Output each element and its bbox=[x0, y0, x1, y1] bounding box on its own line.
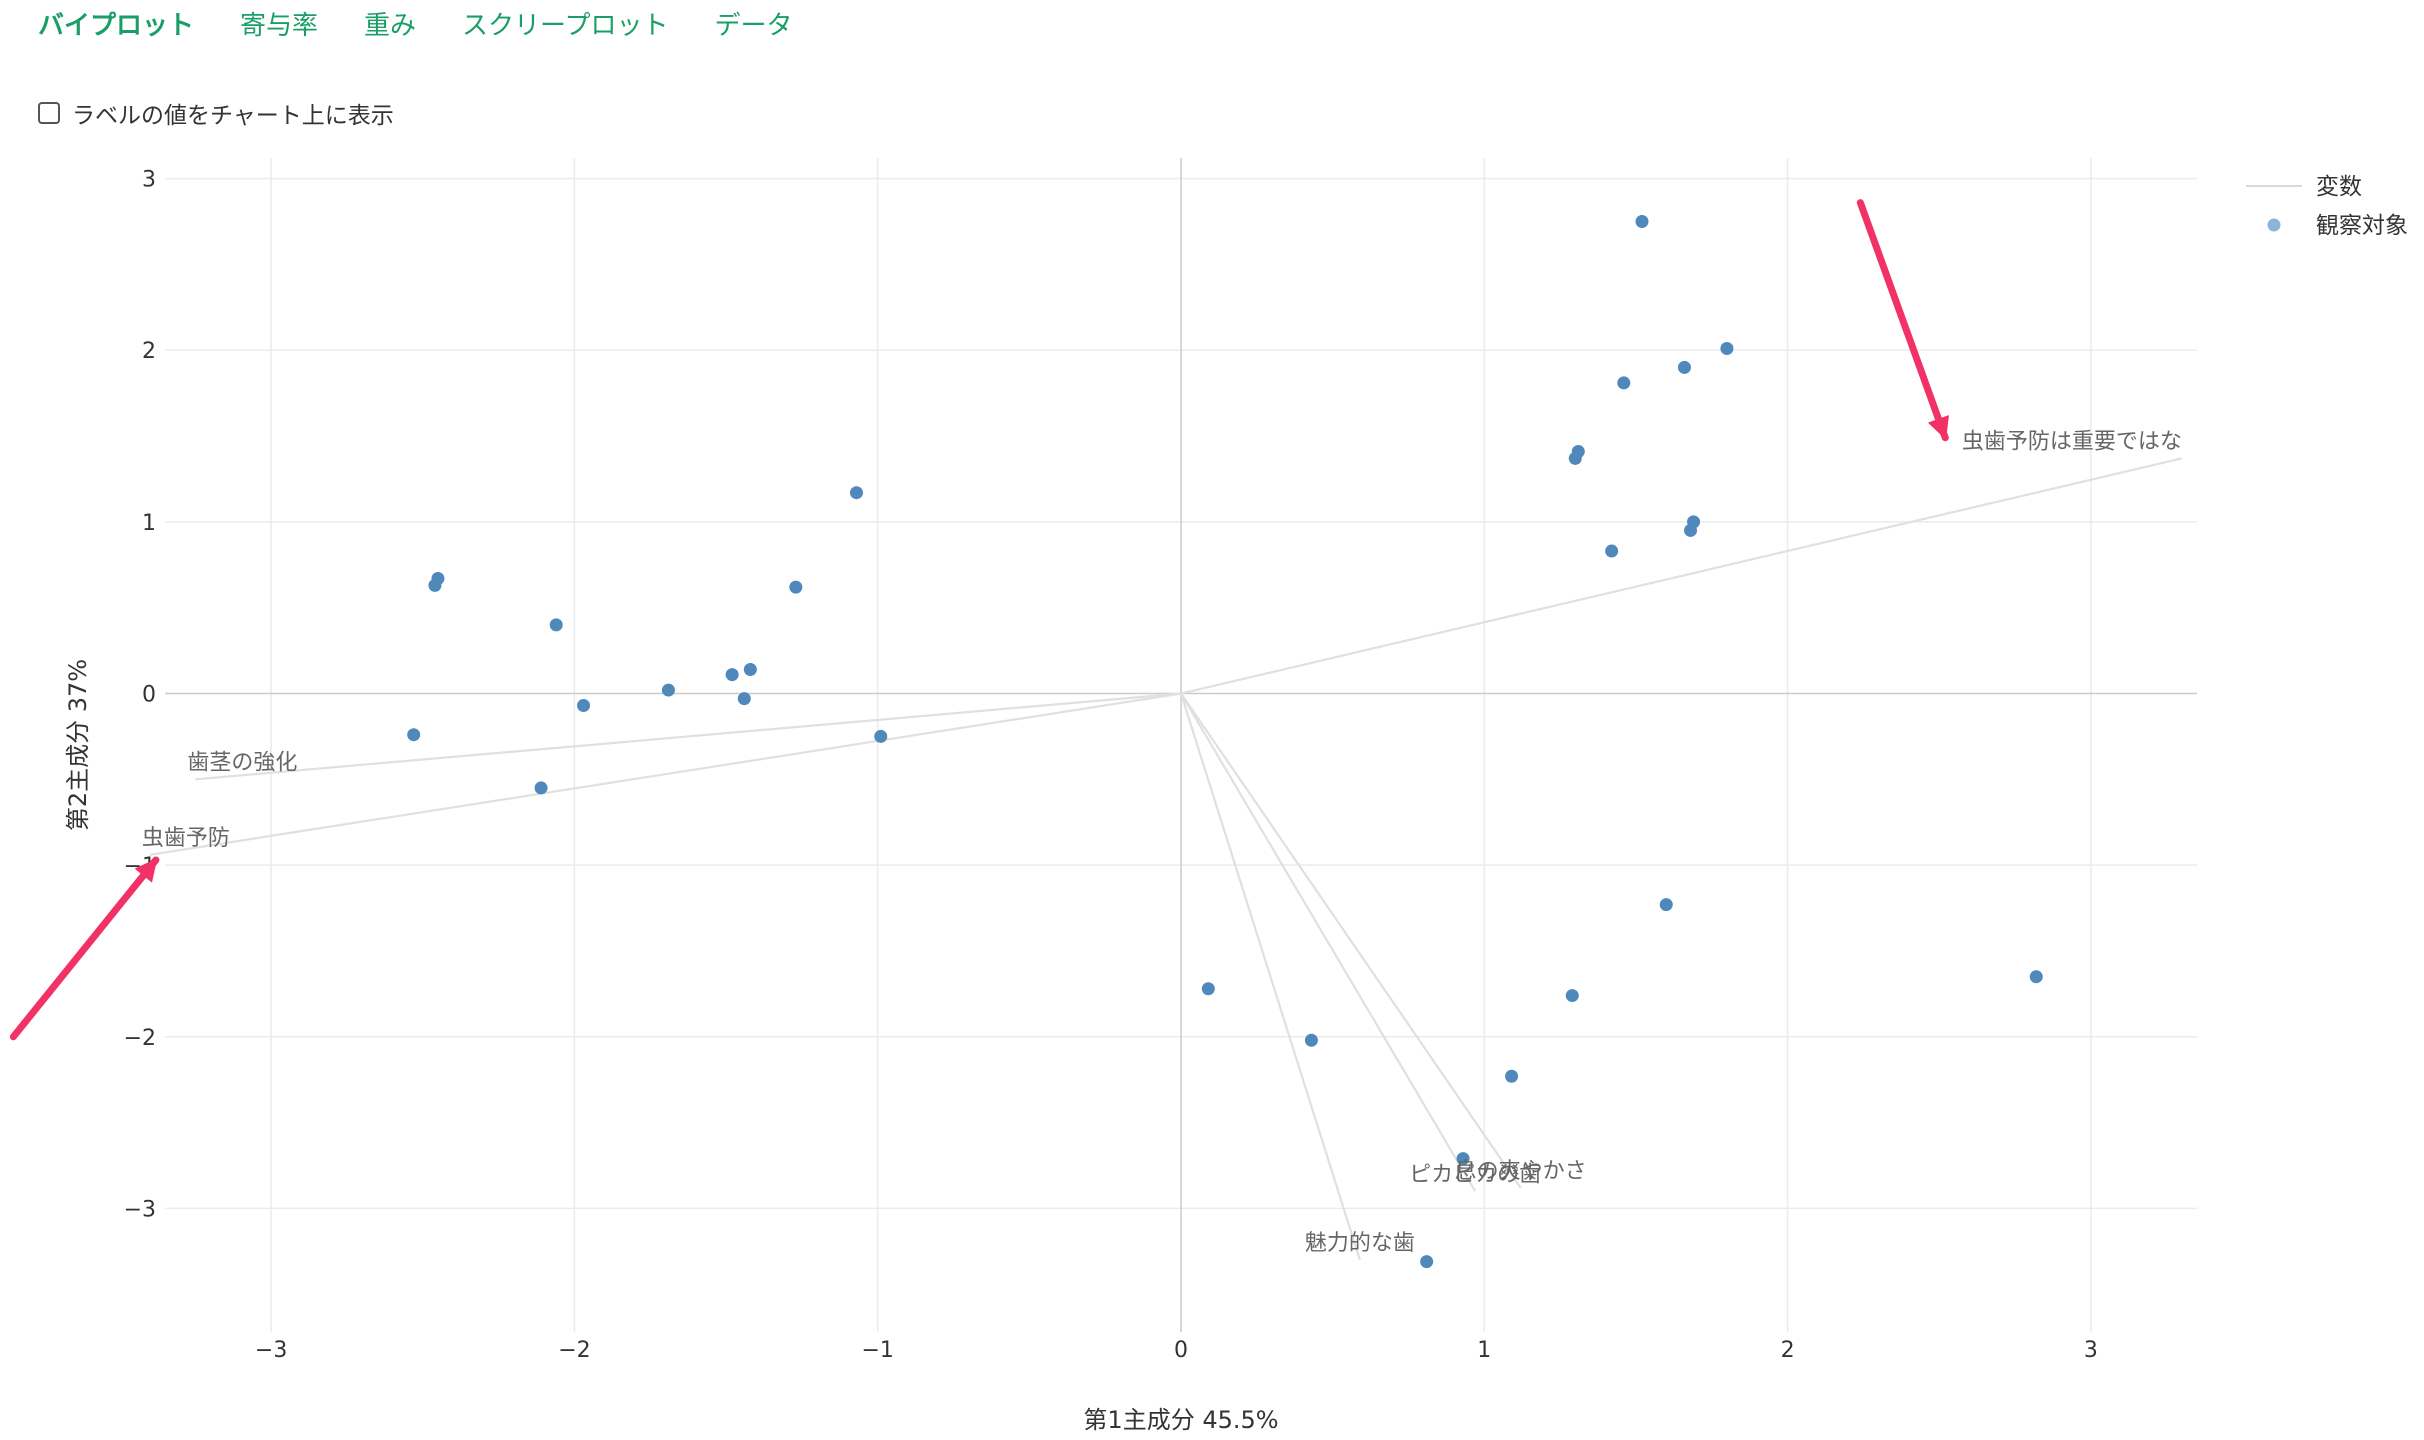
observation-point-2[interactable] bbox=[1677, 360, 1691, 374]
variable-vector-5 bbox=[1179, 693, 1361, 1261]
observation-points bbox=[407, 215, 2043, 1269]
tab-data[interactable]: データ bbox=[714, 11, 793, 41]
x-tick-label: 3 bbox=[2084, 1338, 2098, 1363]
variable-label-2: 虫歯予防 bbox=[142, 826, 230, 851]
observation-point-26[interactable] bbox=[1304, 1033, 1318, 1047]
annotation-arrow-1 bbox=[9, 856, 160, 1041]
legend-item-observations[interactable]: 観察対象 bbox=[2316, 213, 2408, 239]
x-axis-title: 第1主成分 45.5% bbox=[1083, 1406, 1278, 1434]
y-tick-label: −3 bbox=[124, 1197, 156, 1222]
show-labels-checkbox[interactable] bbox=[38, 102, 60, 124]
legend-item-variables[interactable]: 変数 bbox=[2316, 174, 2362, 200]
observation-point-15[interactable] bbox=[725, 668, 739, 682]
zero-lines bbox=[165, 158, 2197, 1332]
observation-point-23[interactable] bbox=[2029, 970, 2043, 984]
x-tick-label: 1 bbox=[1477, 1338, 1491, 1363]
x-tick-label: −3 bbox=[255, 1338, 287, 1363]
variable-vector-2 bbox=[149, 692, 1182, 856]
x-tick-label: 2 bbox=[1781, 1338, 1795, 1363]
observation-point-22[interactable] bbox=[1659, 898, 1673, 912]
observation-point-17[interactable] bbox=[737, 692, 751, 706]
tab-scree-plot[interactable]: スクリープロット bbox=[462, 11, 669, 41]
variable-label-4: 息の爽やかさ bbox=[1455, 1159, 1587, 1184]
x-tick-label: 0 bbox=[1174, 1338, 1188, 1363]
observation-point-8[interactable] bbox=[1605, 544, 1619, 558]
observation-point-1[interactable] bbox=[1720, 342, 1734, 356]
observation-point-24[interactable] bbox=[1201, 982, 1215, 996]
observation-point-29[interactable] bbox=[1420, 1255, 1434, 1269]
variable-vector-3 bbox=[1180, 692, 1477, 1192]
tab-bar: バイプロット 寄与率 重み スクリープロット データ bbox=[38, 6, 839, 46]
variable-vector-4 bbox=[1180, 692, 1522, 1189]
observation-point-25[interactable] bbox=[1565, 989, 1579, 1003]
show-labels-toggle[interactable]: ラベルの値をチャート上に表示 bbox=[38, 96, 394, 130]
observation-point-27[interactable] bbox=[1505, 1069, 1519, 1083]
legend-marker-swatch bbox=[2267, 218, 2281, 232]
observation-point-5[interactable] bbox=[1568, 451, 1582, 465]
variable-vector-1 bbox=[195, 692, 1182, 781]
observation-point-3[interactable] bbox=[1617, 376, 1631, 390]
y-axis-title: 第2主成分 37% bbox=[64, 659, 92, 831]
variable-vector-0 bbox=[1180, 457, 2183, 695]
observation-point-21[interactable] bbox=[534, 781, 548, 795]
observation-point-9[interactable] bbox=[849, 486, 863, 500]
y-tick-label: −2 bbox=[124, 1026, 156, 1051]
show-labels-label: ラベルの値をチャート上に表示 bbox=[72, 103, 394, 129]
variable-vectors bbox=[149, 457, 2183, 1261]
variable-label-1: 歯茎の強化 bbox=[187, 750, 297, 775]
variable-label-5: 魅力的な歯 bbox=[1305, 1231, 1415, 1256]
tab-biplot[interactable]: バイプロット bbox=[38, 11, 195, 41]
y-tick-label: 0 bbox=[142, 683, 156, 708]
x-tick-label: −1 bbox=[861, 1338, 893, 1363]
annotation-arrows bbox=[9, 199, 1949, 1041]
y-tick-label: 3 bbox=[142, 168, 156, 193]
observation-point-13[interactable] bbox=[549, 618, 563, 632]
observation-point-7[interactable] bbox=[1684, 523, 1698, 537]
x-tick-label: −2 bbox=[558, 1338, 590, 1363]
observation-point-14[interactable] bbox=[743, 662, 757, 676]
tab-weights[interactable]: 重み bbox=[364, 11, 417, 41]
legend[interactable]: 変数 観察対象 bbox=[2246, 174, 2408, 239]
observation-point-12[interactable] bbox=[789, 580, 803, 594]
observation-point-16[interactable] bbox=[661, 683, 675, 697]
y-tick-label: 2 bbox=[142, 339, 156, 364]
observation-point-19[interactable] bbox=[407, 728, 421, 742]
observation-point-20[interactable] bbox=[874, 729, 888, 743]
observation-point-0[interactable] bbox=[1635, 215, 1649, 229]
y-tick-label: 1 bbox=[142, 511, 156, 536]
observation-point-28[interactable] bbox=[1456, 1152, 1470, 1166]
tab-contribution-rate[interactable]: 寄与率 bbox=[240, 11, 319, 41]
variable-label-0: 虫歯予防は重要ではな bbox=[1962, 429, 2182, 454]
variable-label-3: ピカピカの歯 bbox=[1409, 1162, 1541, 1187]
annotation-arrow-0 bbox=[1856, 199, 1949, 442]
observation-point-11[interactable] bbox=[428, 578, 442, 592]
observation-point-18[interactable] bbox=[577, 699, 591, 713]
